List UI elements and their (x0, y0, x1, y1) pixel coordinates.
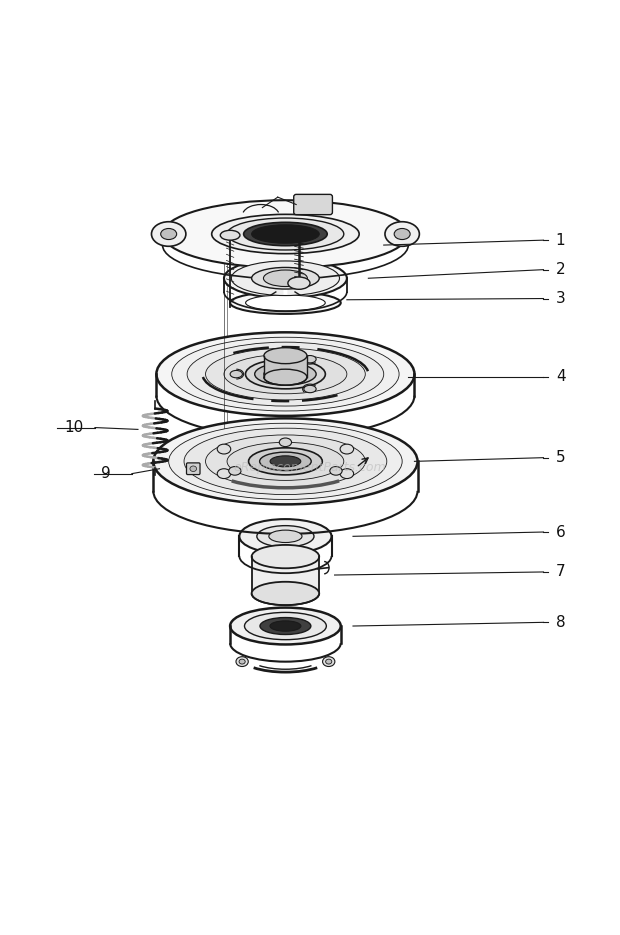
Ellipse shape (244, 223, 327, 246)
Ellipse shape (220, 230, 240, 240)
Ellipse shape (264, 367, 307, 382)
Ellipse shape (206, 349, 365, 400)
Ellipse shape (385, 222, 419, 246)
Ellipse shape (151, 222, 186, 246)
Ellipse shape (206, 435, 365, 488)
Ellipse shape (244, 612, 326, 640)
FancyBboxPatch shape (187, 463, 200, 475)
Ellipse shape (252, 267, 319, 289)
Ellipse shape (227, 442, 344, 481)
Ellipse shape (252, 224, 319, 243)
Ellipse shape (340, 444, 353, 454)
Text: 4: 4 (556, 369, 565, 384)
Ellipse shape (187, 342, 384, 406)
Ellipse shape (230, 292, 341, 314)
Ellipse shape (304, 355, 316, 363)
Text: eReplacementParts.com: eReplacementParts.com (234, 461, 386, 474)
Text: 6: 6 (556, 525, 565, 539)
Ellipse shape (227, 218, 344, 250)
Ellipse shape (264, 270, 308, 286)
Polygon shape (264, 355, 307, 377)
Ellipse shape (156, 332, 414, 416)
Ellipse shape (224, 354, 347, 394)
Text: 10: 10 (64, 420, 84, 435)
Ellipse shape (169, 424, 402, 499)
Ellipse shape (264, 369, 307, 385)
Ellipse shape (217, 468, 231, 479)
Text: 2: 2 (556, 262, 565, 277)
Ellipse shape (272, 369, 299, 379)
Ellipse shape (190, 466, 197, 471)
Ellipse shape (269, 530, 302, 542)
Polygon shape (252, 556, 319, 594)
Text: 9: 9 (101, 467, 111, 482)
Ellipse shape (257, 525, 314, 547)
Ellipse shape (322, 656, 335, 667)
Text: 5: 5 (556, 450, 565, 466)
Ellipse shape (153, 418, 417, 504)
Text: 7: 7 (556, 565, 565, 580)
FancyBboxPatch shape (294, 194, 332, 215)
Ellipse shape (246, 359, 326, 389)
Ellipse shape (252, 545, 319, 568)
Ellipse shape (217, 444, 231, 454)
Polygon shape (206, 437, 365, 486)
Ellipse shape (279, 438, 291, 447)
Ellipse shape (230, 608, 341, 644)
Ellipse shape (229, 467, 241, 475)
Ellipse shape (260, 617, 311, 635)
Ellipse shape (162, 200, 409, 267)
Text: 3: 3 (556, 291, 565, 306)
Ellipse shape (270, 621, 301, 631)
Ellipse shape (172, 338, 399, 411)
Ellipse shape (239, 519, 332, 554)
Ellipse shape (231, 261, 340, 295)
Ellipse shape (249, 448, 322, 475)
Ellipse shape (230, 370, 242, 378)
Ellipse shape (184, 428, 387, 495)
Ellipse shape (236, 656, 248, 667)
Ellipse shape (252, 582, 319, 605)
Text: 1: 1 (556, 233, 565, 248)
Ellipse shape (260, 453, 311, 470)
Ellipse shape (288, 277, 310, 289)
Ellipse shape (340, 468, 353, 479)
Ellipse shape (394, 228, 410, 239)
Ellipse shape (330, 467, 342, 475)
Ellipse shape (264, 348, 307, 364)
Text: 8: 8 (556, 615, 565, 630)
Ellipse shape (224, 259, 347, 298)
Ellipse shape (255, 363, 316, 385)
Ellipse shape (326, 659, 332, 664)
Ellipse shape (246, 295, 326, 310)
Ellipse shape (304, 385, 316, 393)
Ellipse shape (211, 214, 359, 253)
Ellipse shape (239, 659, 245, 664)
Ellipse shape (270, 456, 301, 467)
Ellipse shape (161, 228, 177, 239)
